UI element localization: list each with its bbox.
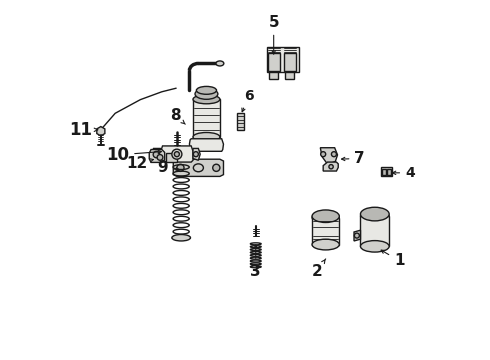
Bar — [381, 167, 392, 176]
Ellipse shape — [193, 132, 220, 141]
Circle shape — [177, 164, 184, 171]
Polygon shape — [190, 139, 223, 151]
Polygon shape — [361, 216, 389, 246]
Polygon shape — [151, 148, 161, 160]
Ellipse shape — [361, 240, 389, 252]
Text: 9: 9 — [157, 160, 179, 175]
Polygon shape — [161, 146, 193, 162]
Ellipse shape — [172, 234, 191, 241]
Circle shape — [157, 154, 163, 160]
Bar — [166, 153, 177, 162]
Bar — [284, 53, 295, 71]
Circle shape — [194, 152, 198, 157]
Polygon shape — [149, 149, 165, 162]
Text: 10: 10 — [106, 146, 161, 164]
Circle shape — [174, 152, 179, 157]
Bar — [270, 72, 278, 79]
Circle shape — [320, 152, 326, 157]
Text: 12: 12 — [126, 156, 153, 171]
Text: 8: 8 — [170, 108, 185, 124]
Text: 5: 5 — [269, 15, 279, 54]
Ellipse shape — [361, 207, 389, 221]
Polygon shape — [97, 127, 105, 136]
Polygon shape — [193, 99, 220, 137]
Ellipse shape — [196, 86, 217, 94]
Text: 7: 7 — [342, 151, 365, 166]
Text: 3: 3 — [250, 245, 261, 279]
Ellipse shape — [312, 210, 339, 222]
Ellipse shape — [312, 212, 339, 223]
Bar — [269, 53, 280, 71]
Ellipse shape — [193, 95, 220, 104]
Circle shape — [153, 151, 160, 158]
Text: 2: 2 — [311, 259, 326, 279]
Text: 6: 6 — [242, 89, 253, 112]
Polygon shape — [354, 230, 361, 241]
Bar — [387, 169, 391, 175]
Ellipse shape — [312, 239, 339, 250]
Bar — [382, 169, 386, 175]
Circle shape — [213, 164, 220, 171]
Circle shape — [329, 165, 333, 169]
Bar — [267, 47, 299, 72]
Text: 11: 11 — [69, 121, 98, 139]
Polygon shape — [323, 162, 338, 171]
Bar — [237, 113, 245, 130]
Circle shape — [331, 152, 337, 157]
Polygon shape — [193, 148, 200, 160]
Ellipse shape — [361, 210, 389, 222]
Text: 1: 1 — [381, 250, 404, 268]
Circle shape — [354, 233, 359, 238]
Circle shape — [153, 151, 159, 157]
Ellipse shape — [195, 89, 218, 99]
Polygon shape — [320, 148, 338, 163]
Polygon shape — [312, 218, 339, 244]
Ellipse shape — [216, 61, 224, 66]
Polygon shape — [173, 159, 223, 176]
Bar — [285, 72, 294, 79]
Circle shape — [172, 149, 182, 159]
Text: 4: 4 — [392, 166, 415, 180]
